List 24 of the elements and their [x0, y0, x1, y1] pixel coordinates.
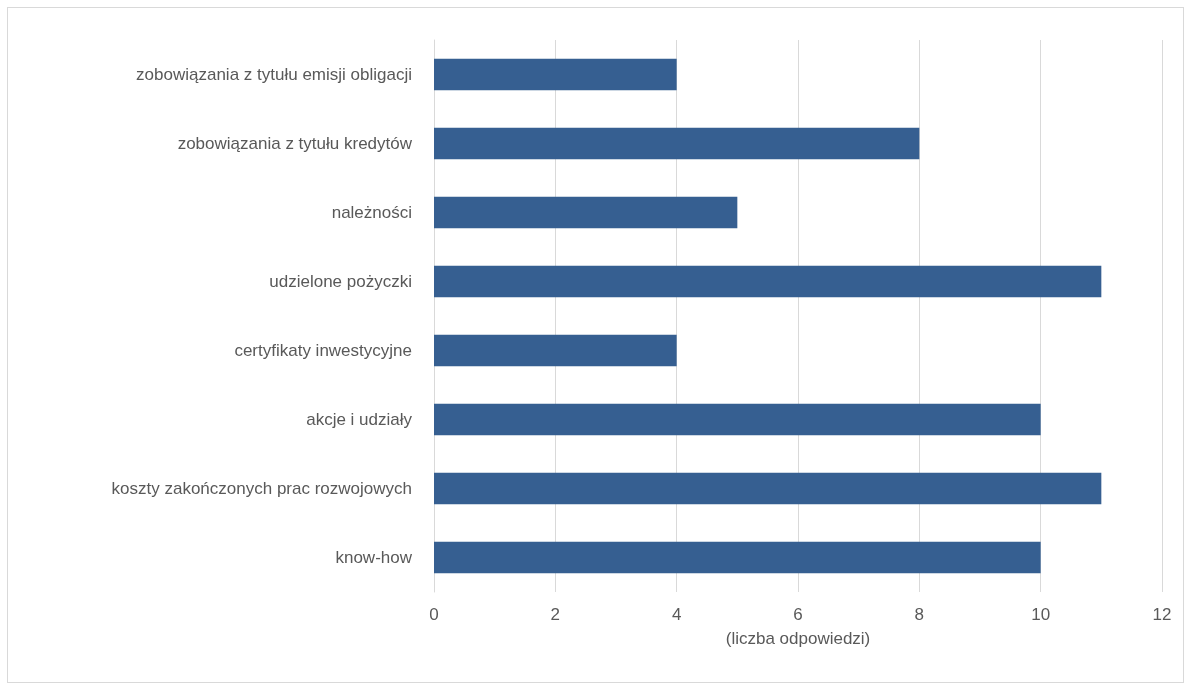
bar	[434, 403, 1041, 436]
y-tick-label: certyfikaty inwestycyjne	[234, 341, 412, 360]
bar	[434, 196, 738, 229]
x-tick-label: 8	[914, 605, 925, 624]
y-tick-label: koszty zakończonych prac rozwojowych	[111, 479, 412, 498]
y-tick-label: zobowiązania z tytułu emisji obligacji	[136, 65, 412, 84]
x-tick-label: 2	[550, 605, 561, 624]
bar	[434, 472, 1102, 505]
y-tick-label: know-how	[335, 548, 413, 567]
bar	[434, 541, 1041, 574]
bar	[434, 334, 677, 367]
bar	[434, 127, 920, 160]
bar	[434, 265, 1102, 298]
x-tick-label: 0	[429, 605, 439, 624]
x-tick-label: 10	[1031, 605, 1051, 624]
y-tick-label: akcje i udziały	[306, 410, 413, 429]
x-axis-title: (liczba odpowiedzi)	[725, 629, 871, 648]
y-tick-label: zobowiązania z tytułu kredytów	[177, 134, 413, 153]
x-tick-label: 12	[1152, 605, 1172, 624]
y-tick-label: udzielone pożyczki	[269, 272, 412, 291]
x-tick-label: 6	[793, 605, 803, 624]
x-tick-label: 4	[671, 605, 682, 624]
bar	[434, 58, 677, 91]
y-tick-label: należności	[331, 203, 412, 222]
